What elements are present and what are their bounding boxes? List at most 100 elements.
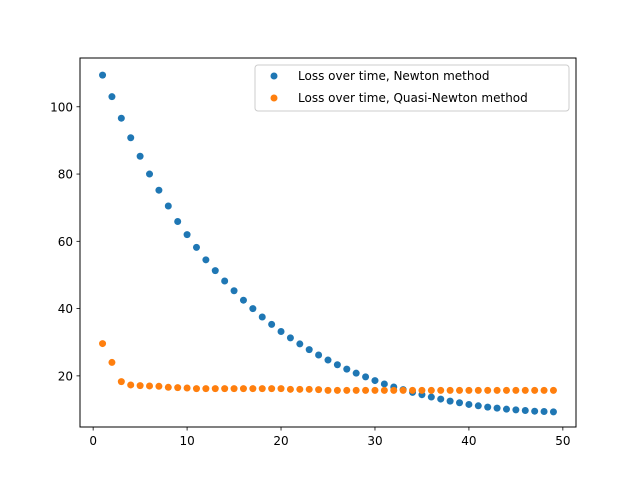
newton-point [531,407,539,415]
newton-point [146,170,154,178]
newton-point [540,408,548,416]
quasi-newton-point [531,386,539,394]
newton-point [446,397,454,405]
newton-point [380,380,388,388]
legend-marker-newton [270,72,278,80]
quasi-newton-point [305,385,313,393]
newton-point [484,403,492,411]
x-tick-label: 10 [179,434,194,448]
y-axis: 20 40 60 80 100 [50,100,80,383]
newton-point [286,334,294,342]
quasi-newton-point [277,385,285,393]
newton-point [127,134,135,142]
newton-point [343,365,351,373]
newton-point [136,152,144,160]
newton-point [324,356,332,364]
quasi-newton-point [502,386,510,394]
quasi-newton-point [211,385,219,393]
quasi-newton-point [192,385,200,393]
quasi-newton-point [380,386,388,394]
quasi-newton-point [484,386,492,394]
quasi-newton-point [221,385,229,393]
y-tick-label: 40 [58,302,73,316]
newton-point [183,231,191,239]
quasi-newton-point [399,386,407,394]
quasi-newton-point [427,386,435,394]
x-tick-label: 0 [89,434,97,448]
quasi-newton-point [437,386,445,394]
plot-frame [79,57,577,428]
newton-point [221,277,229,285]
quasi-newton-point [456,386,464,394]
newton-point [437,395,445,403]
newton-point [108,93,116,101]
quasi-newton-point [409,386,417,394]
x-tick-label: 20 [273,434,288,448]
newton-point [99,71,107,79]
newton-point [305,346,313,354]
y-tick-label: 20 [58,369,73,383]
newton-point [521,407,529,415]
newton-point [352,369,360,377]
quasi-newton-point [352,386,360,394]
newton-point [362,373,370,381]
quasi-newton-point [202,385,210,393]
newton-point [427,393,435,401]
quasi-newton-point [512,386,520,394]
quasi-newton-point [164,383,172,391]
data-points [99,71,557,416]
quasi-newton-point [362,386,370,394]
newton-point [258,313,266,321]
quasi-newton-point [343,386,351,394]
quasi-newton-point [239,385,247,393]
legend-marker-quasi-newton [270,94,278,102]
newton-point [315,351,323,359]
newton-point [502,405,510,413]
quasi-newton-point [117,378,125,386]
legend-box [254,64,570,112]
legend: Loss over time, Newton method Loss over … [254,64,570,112]
y-tick-label: 100 [50,100,73,114]
quasi-newton-point [390,386,398,394]
x-tick-label: 50 [555,434,570,448]
newton-point [493,404,501,412]
x-tick-label: 40 [461,434,476,448]
newton-point [202,256,210,264]
quasi-newton-point [249,385,257,393]
newton-point [230,287,238,295]
quasi-newton-point [146,382,154,390]
newton-point [155,186,163,194]
quasi-newton-point [127,381,135,389]
newton-point [371,377,379,385]
legend-label-newton: Loss over time, Newton method [298,69,489,83]
newton-point [296,340,304,348]
quasi-newton-point [521,386,529,394]
quasi-newton-point [446,386,454,394]
plot-background [80,58,576,427]
legend-label-quasi-newton: Loss over time, Quasi-Newton method [298,91,528,105]
newton-point [249,305,257,313]
quasi-newton-point [540,386,548,394]
newton-point [164,202,172,210]
y-tick-label: 80 [58,168,73,182]
quasi-newton-point [286,385,294,393]
newton-point [465,400,473,408]
quasi-newton-point [465,386,473,394]
newton-point [333,361,341,369]
x-axis: 0 10 20 30 40 50 [89,427,570,448]
quasi-newton-point [155,382,163,390]
newton-point [239,296,247,304]
quasi-newton-point [493,386,501,394]
quasi-newton-point [136,382,144,390]
quasi-newton-point [371,386,379,394]
quasi-newton-point [183,384,191,392]
quasi-newton-point [315,386,323,394]
quasi-newton-point [474,386,482,394]
newton-point [512,406,520,414]
newton-point [211,267,219,275]
newton-point [268,320,276,328]
newton-point [117,114,125,122]
quasi-newton-point [333,386,341,394]
quasi-newton-point [296,385,304,393]
